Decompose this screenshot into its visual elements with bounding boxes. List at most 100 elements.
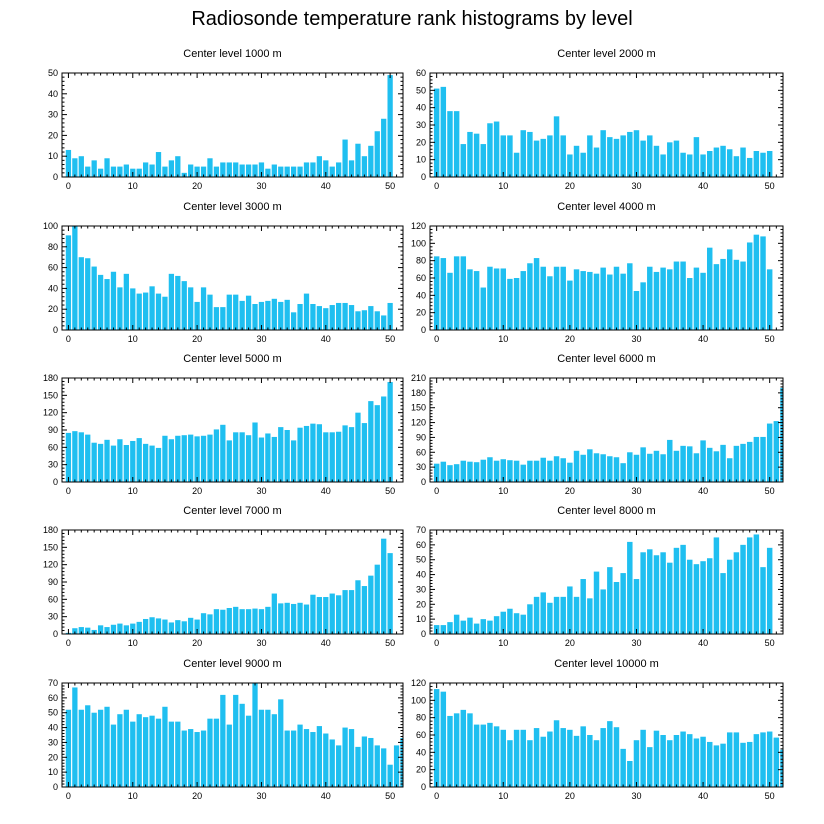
- bar: [620, 135, 626, 177]
- bar: [766, 731, 773, 787]
- bar: [239, 432, 245, 482]
- bar: [130, 623, 136, 634]
- bar: [507, 460, 513, 482]
- bar: [239, 609, 245, 634]
- bar: [143, 443, 149, 482]
- bar: [507, 278, 513, 330]
- x-tick-label: 30: [631, 486, 641, 496]
- bar: [258, 709, 265, 787]
- bar: [323, 733, 329, 787]
- bar: [226, 608, 232, 634]
- bar: [72, 431, 78, 482]
- bar: [653, 730, 660, 787]
- bar: [355, 143, 361, 177]
- y-tick-label: 20: [416, 137, 426, 147]
- bar: [607, 721, 613, 787]
- bar: [533, 460, 540, 482]
- panel-title: Center level 8000 m: [557, 505, 655, 517]
- y-tick-label: 10: [416, 155, 426, 165]
- bar: [104, 627, 110, 634]
- x-tick-label: 30: [256, 181, 266, 191]
- bar: [620, 273, 626, 330]
- bar: [460, 144, 467, 177]
- bar: [258, 609, 265, 634]
- y-tick-label: 40: [416, 570, 426, 580]
- bar: [760, 436, 766, 482]
- bar: [587, 271, 593, 330]
- bar: [342, 590, 348, 634]
- bar: [613, 266, 620, 330]
- bar: [355, 412, 361, 482]
- bar: [766, 269, 773, 330]
- bar: [329, 305, 335, 330]
- bar: [136, 293, 142, 330]
- bar: [85, 705, 91, 787]
- bar: [693, 453, 700, 482]
- bar: [233, 294, 239, 330]
- bar: [136, 714, 142, 787]
- bar: [667, 439, 673, 482]
- bar-series: [65, 538, 393, 634]
- bar: [213, 307, 220, 330]
- bar: [493, 616, 500, 634]
- bar: [533, 258, 540, 330]
- y-tick-label: 0: [53, 629, 58, 639]
- bar: [726, 249, 733, 330]
- y-tick-label: 100: [43, 221, 58, 231]
- bar: [620, 748, 626, 787]
- panel-title: Center level 5000 m: [183, 353, 281, 365]
- bar: [78, 156, 84, 177]
- bar: [600, 728, 606, 787]
- bar: [168, 439, 175, 482]
- bar: [200, 166, 207, 177]
- bar: [560, 458, 566, 482]
- y-tick-label: 90: [416, 432, 426, 442]
- bar: [387, 302, 393, 330]
- x-tick-label: 0: [66, 791, 71, 801]
- bar: [467, 461, 473, 482]
- bar: [746, 441, 753, 482]
- y-tick-label: 0: [421, 782, 426, 792]
- x-tick-label: 40: [698, 791, 708, 801]
- y-tick-label: 60: [48, 442, 58, 452]
- bar: [329, 432, 335, 482]
- bar: [447, 715, 453, 787]
- bar: [560, 135, 566, 177]
- bar: [553, 116, 560, 177]
- bar: [381, 118, 387, 177]
- bar: [746, 157, 753, 177]
- bar: [560, 596, 566, 634]
- bar: [733, 445, 740, 482]
- bar: [567, 586, 573, 634]
- y-tick-label: 20: [416, 308, 426, 318]
- bar: [162, 706, 168, 787]
- bar-series: [433, 689, 783, 787]
- bar: [647, 747, 653, 787]
- bar: [220, 424, 226, 482]
- bar: [175, 275, 181, 330]
- bar: [78, 432, 84, 482]
- bar: [553, 456, 560, 482]
- bar: [460, 256, 467, 330]
- bar: [593, 571, 600, 634]
- bar: [440, 461, 447, 482]
- bar: [91, 266, 97, 330]
- bar: [104, 158, 110, 177]
- bar: [117, 287, 123, 330]
- bar: [473, 623, 480, 634]
- x-tick-label: 20: [192, 486, 202, 496]
- bar: [760, 152, 766, 177]
- bar: [453, 713, 460, 787]
- bar: [361, 423, 368, 482]
- bar: [297, 427, 303, 482]
- bar: [207, 158, 213, 177]
- histogram-panel-7: Center level 7000 m 0 10 20 30 40 50 0 30 60 90 120…: [43, 505, 404, 648]
- y-tick-label: 30: [48, 612, 58, 622]
- bar: [188, 287, 194, 330]
- bar: [613, 727, 620, 787]
- bar-series: [433, 534, 773, 634]
- bar: [342, 727, 348, 787]
- histogram-panel-5: Center level 5000 m 0 10 20 30 40 50 0 30 60 90 120…: [43, 353, 404, 496]
- bar: [620, 463, 626, 482]
